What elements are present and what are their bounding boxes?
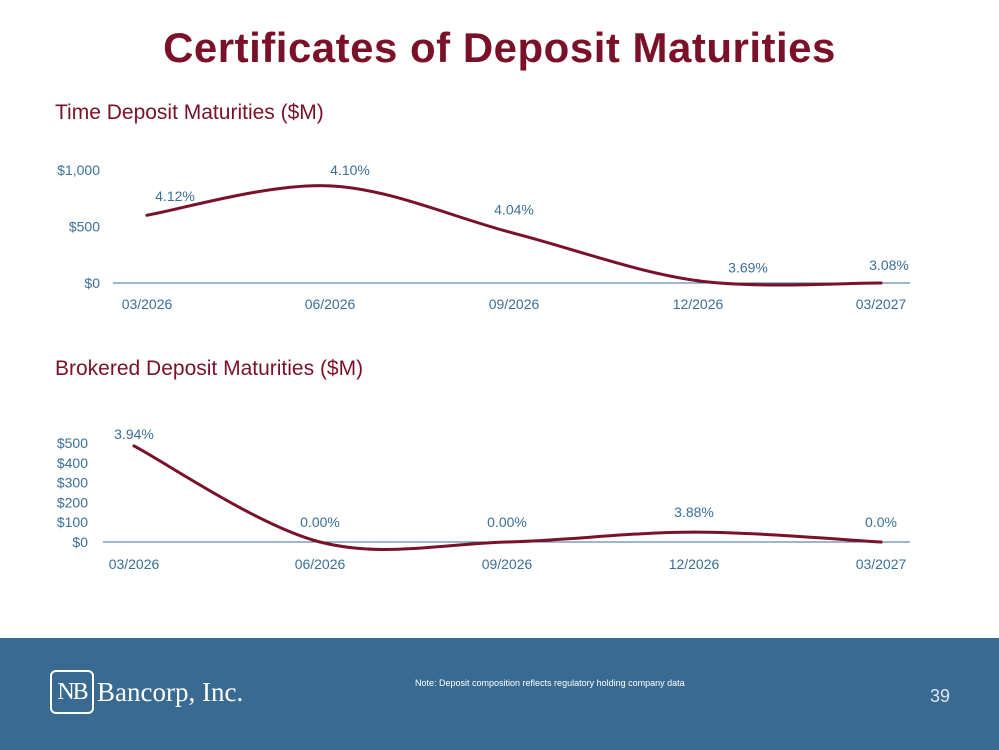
data-label: 4.10% (330, 162, 370, 178)
data-label: 3.08% (869, 257, 909, 273)
x-tick-label: 12/2026 (669, 556, 720, 572)
y-tick-label: $0 (72, 534, 88, 550)
series-line (132, 444, 883, 551)
data-point (145, 213, 149, 217)
y-tick-label: $300 (57, 475, 88, 491)
data-point (696, 279, 700, 283)
x-tick-label: 06/2026 (305, 296, 356, 312)
slide-title: Certificates of Deposit Maturities (163, 24, 836, 71)
data-point (328, 184, 332, 188)
page-number: 39 (930, 686, 951, 706)
y-tick-label: $0 (84, 275, 100, 291)
data-label: 4.04% (494, 201, 534, 217)
logo-text: Bancorp, Inc. (97, 676, 244, 707)
y-tick-label: $500 (57, 435, 88, 451)
brokered-deposit-chart: $0 $100 $200 $300 $400 $500 03/2026 06/2026 09/2… (57, 426, 910, 572)
data-point (318, 540, 322, 544)
x-tick-label: 03/2026 (122, 296, 173, 312)
data-point (879, 540, 883, 544)
x-tick-label: 06/2026 (295, 556, 346, 572)
y-tick-label: $400 (57, 455, 88, 471)
x-tick-label: 09/2026 (489, 296, 540, 312)
y-tick-label: $200 (57, 494, 88, 510)
data-label: 4.12% (155, 188, 195, 204)
time-deposit-chart: $0 $500 $1,000 03/2026 06/2026 09/2026 12/2026… (57, 162, 910, 312)
time-deposit-chart-title: Time Deposit Maturities ($M) (55, 101, 324, 124)
company-logo: NB Bancorp, Inc. (50, 670, 243, 714)
x-tick-label: 03/2027 (856, 556, 907, 572)
data-label: 0.00% (487, 514, 527, 530)
y-tick-label: $100 (57, 514, 88, 530)
data-label: 3.94% (114, 426, 154, 442)
footer-bar (0, 638, 999, 750)
data-label: 0.00% (300, 514, 340, 530)
brokered-deposit-chart-title: Brokered Deposit Maturities ($M) (55, 357, 364, 380)
data-point (132, 444, 136, 448)
data-label: 3.69% (728, 260, 768, 276)
data-point (692, 530, 696, 534)
x-tick-label: 03/2027 (856, 296, 907, 312)
footer-note: Note: Deposit composition reflects regul… (415, 678, 685, 688)
logo-mark: NB (50, 670, 94, 714)
data-point (505, 540, 509, 544)
x-tick-label: 09/2026 (482, 556, 533, 572)
y-tick-label: $1,000 (57, 162, 100, 178)
data-point (879, 281, 883, 285)
x-tick-label: 12/2026 (673, 296, 724, 312)
data-point (512, 231, 516, 235)
data-label: 0.0% (865, 514, 897, 530)
y-tick-label: $500 (69, 219, 100, 235)
x-tick-label: 03/2026 (109, 556, 160, 572)
data-label: 3.88% (674, 504, 714, 520)
